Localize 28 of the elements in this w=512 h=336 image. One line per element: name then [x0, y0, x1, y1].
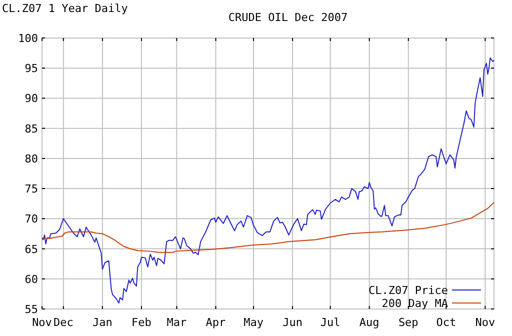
x-tick-label: Nov: [475, 316, 496, 329]
y-tick-label: 80: [24, 152, 38, 166]
x-tick-label: Oct: [436, 316, 456, 329]
y-tick-label: 55: [24, 303, 38, 316]
x-tick-label: Sep: [398, 316, 418, 329]
legend-label: 200 Day MA: [382, 297, 448, 310]
x-tick-label: Aug: [359, 316, 380, 329]
y-tick-label: 75: [24, 182, 38, 196]
legend-label: CL.Z07 Price: [368, 284, 448, 297]
x-tick-label: Jul: [320, 316, 340, 329]
line-series: [42, 202, 494, 253]
x-tick-label: Nov: [32, 316, 52, 329]
x-tick-label: Dec: [53, 316, 74, 329]
chart-title: CRUDE OIL Dec 2007: [228, 11, 348, 24]
y-tick-label: 70: [24, 212, 38, 226]
x-tick-label: Mar: [166, 316, 188, 329]
y-tick-label: 85: [24, 122, 38, 136]
y-tick-label: 60: [24, 272, 38, 286]
x-tick-label: Feb: [132, 316, 152, 329]
y-tick-label: 95: [24, 62, 38, 76]
x-tick-label: May: [244, 316, 264, 329]
x-tick-label: Jun: [282, 316, 302, 329]
x-tick-label: Apr: [206, 316, 226, 329]
y-tick-label: 90: [24, 92, 38, 106]
chart-subtitle: CL.Z07 1 Year Daily: [2, 2, 128, 15]
y-tick-label: 65: [24, 242, 38, 256]
x-tick-label: Jan: [92, 316, 112, 329]
y-tick-label: 100: [18, 32, 38, 45]
